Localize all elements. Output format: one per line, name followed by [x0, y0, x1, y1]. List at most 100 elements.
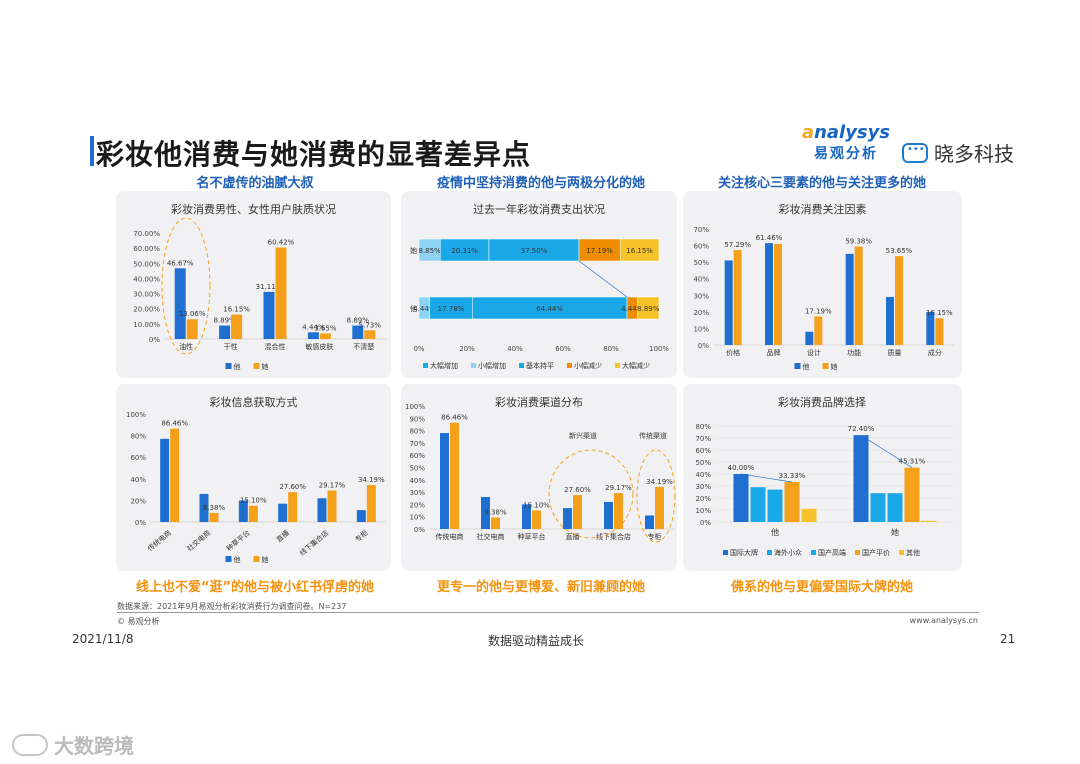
- stack-segment-大幅减少: [619, 238, 660, 262]
- x-tick-label: 直播: [566, 532, 580, 541]
- bar-她: [319, 333, 331, 339]
- x-tick-label: 直播: [274, 528, 291, 544]
- bar-其他: [921, 520, 937, 522]
- data-label: 60.42%: [268, 239, 295, 247]
- x-tick-label: 40%: [507, 345, 523, 353]
- data-label: 45.31%: [899, 458, 926, 466]
- legend-swatch: [519, 363, 524, 368]
- x-tick-label: 种草平台: [224, 528, 251, 553]
- bar-他: [356, 510, 366, 522]
- y-tick-label: 50.00%: [133, 260, 160, 268]
- x-tick-label: 60%: [555, 345, 571, 353]
- data-label: 16.15%: [223, 306, 250, 314]
- section-head-right: 关注核心三要素的他与关注更多的她: [717, 176, 926, 191]
- y-tick-label: 30%: [693, 292, 709, 300]
- data-label: 86.46%: [161, 420, 188, 428]
- y-tick-label: 20%: [130, 497, 146, 505]
- bar-他: [440, 433, 449, 529]
- chart-title: 彩妆消费男性、女性用户肤质状况: [171, 202, 336, 216]
- data-label: 13.06%: [179, 310, 206, 318]
- legend-label: 国产高端: [818, 548, 846, 557]
- bar-她: [614, 493, 623, 529]
- legend-label: 海外小众: [774, 548, 802, 557]
- legend-swatch: [253, 556, 260, 562]
- analysys-logo: analysys 易观分析: [800, 122, 892, 163]
- x-tick-label: 干性: [224, 342, 238, 351]
- y-tick-label: 10%: [693, 325, 709, 333]
- legend-label: 其他: [906, 548, 920, 557]
- x-tick-label: 100%: [649, 345, 669, 353]
- data-label: 4.44%: [621, 305, 644, 313]
- bar-他: [724, 260, 733, 345]
- bar-他: [307, 332, 319, 339]
- chart-panel-spend: 过去一年彩妆消费支出状况她 8.85% 20.31% 37.50% 17.19% 16.1…: [401, 191, 677, 378]
- x-tick-label: 他: [771, 527, 779, 537]
- bar-国产高端: [767, 489, 783, 522]
- y-tick-label: 20%: [693, 309, 709, 317]
- legend-swatch: [899, 550, 904, 555]
- legend-label: 小幅减少: [574, 361, 602, 370]
- x-tick-label: 油性: [179, 342, 193, 351]
- x-tick-label: 线下集合店: [298, 528, 331, 557]
- legend-label: 小幅增加: [478, 361, 506, 370]
- chart-panel-brand: 彩妆消费品牌选择 0% 10% 20% 30% 40% 50% 60% 70% 80% 40.00%…: [683, 384, 962, 571]
- data-label: 27.60%: [279, 483, 306, 491]
- legend-swatch: [423, 363, 428, 368]
- y-tick-label: 0%: [414, 526, 425, 534]
- legend-swatch: [615, 363, 620, 368]
- y-tick-label: 40%: [130, 476, 146, 484]
- y-tick-label: 40%: [693, 276, 709, 284]
- bar-她: [209, 512, 219, 522]
- x-tick-label: 混合性: [265, 342, 286, 351]
- y-tick-label: 50%: [693, 259, 709, 267]
- x-tick-label: 传统电商: [436, 532, 464, 541]
- section-head-mid: 疫情中坚持消费的他与两极分化的她: [436, 176, 645, 191]
- x-tick-label: 设计: [807, 348, 821, 357]
- y-tick-label: 80%: [409, 428, 425, 436]
- data-label: 61.46%: [756, 234, 783, 242]
- bar-国产平价: [904, 467, 920, 522]
- x-tick-label: 线下集合店: [596, 532, 631, 541]
- brand-name-cn: 易观分析: [814, 146, 878, 162]
- section-foot-left: 线上也不爱“逛”的他与被小红书俘虏的她: [135, 580, 375, 595]
- data-label: 46.67%: [167, 259, 194, 267]
- bar-她: [655, 486, 664, 529]
- data-label: 40.00%: [728, 464, 755, 472]
- bar-她: [733, 250, 742, 345]
- chart-panel-focus: 彩妆消费关注因素 0% 10% 20% 30% 40% 50% 60% 70% 57.29% 价格 6…: [683, 191, 962, 378]
- y-tick-label: 100%: [405, 403, 425, 411]
- website-link[interactable]: www.analysys.cn: [909, 616, 978, 625]
- bar-他: [765, 243, 773, 345]
- x-tick-label: 品牌: [767, 348, 781, 357]
- partner-logo: 晓多科技: [902, 138, 1014, 167]
- data-label: 16.15%: [926, 309, 953, 317]
- x-tick-label: 0%: [413, 345, 424, 353]
- y-category-label: 她: [410, 246, 417, 255]
- data-label: 20.31%: [451, 247, 478, 255]
- partner-name: 晓多科技: [934, 142, 1014, 166]
- y-tick-label: 0%: [700, 519, 711, 527]
- legend-label: 她: [262, 555, 269, 564]
- bar-她: [573, 495, 582, 529]
- bar-海外小众: [750, 487, 766, 522]
- x-tick-label: 成分: [928, 348, 942, 357]
- chart-panel-channel: 彩妆消费渠道分布 0% 10% 20% 30% 40% 50% 60% 70% 80% 90% 100…: [401, 384, 677, 571]
- y-tick-label: 30%: [695, 483, 711, 491]
- bar-她: [774, 243, 782, 345]
- bar-她: [366, 485, 376, 522]
- chat-bubble-icon: [902, 142, 928, 163]
- data-label: 34.19%: [358, 476, 385, 484]
- chart-svg: 彩妆信息获取方式 0% 20% 40% 60% 80% 100% 86.46% 传统电商 8.38…: [126, 395, 386, 564]
- bar-他: [160, 438, 170, 522]
- data-label: 15.10%: [240, 497, 267, 505]
- y-tick-label: 0%: [135, 519, 146, 527]
- x-tick-label: 她: [891, 527, 899, 537]
- copyright: © 易观分析: [117, 617, 160, 626]
- bar-她: [170, 428, 180, 522]
- x-tick-label: 专柜: [648, 532, 662, 541]
- y-tick-label: 30%: [409, 489, 425, 497]
- data-label: 86.46%: [441, 414, 468, 422]
- bar-她: [895, 256, 903, 345]
- y-tick-label: 60%: [695, 447, 711, 455]
- bar-他: [805, 331, 814, 345]
